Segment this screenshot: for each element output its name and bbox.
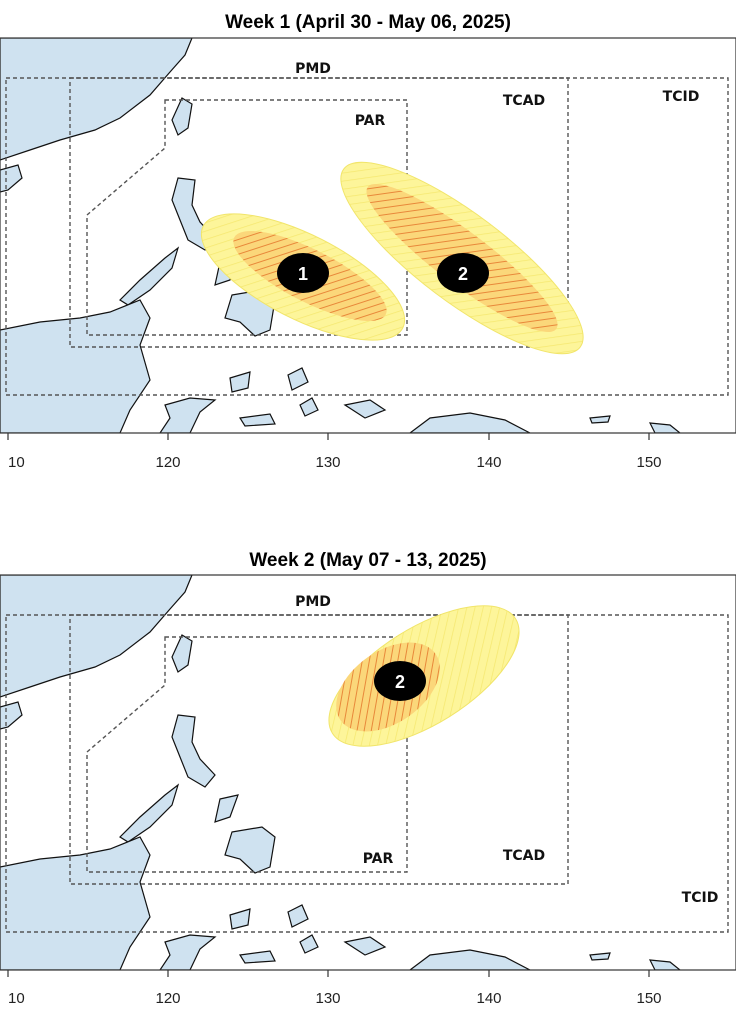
map-title: Week 1 (April 30 - May 06, 2025) <box>225 12 511 33</box>
region-label: TCAD <box>503 93 545 109</box>
x-tick-label: 130 <box>315 454 340 471</box>
x-tick-label: 140 <box>476 990 501 1007</box>
forecast-area: 1 <box>200 213 406 341</box>
region-label: PAR <box>355 113 386 129</box>
map-title: Week 2 (May 07 - 13, 2025) <box>249 550 486 571</box>
region-label: PMD <box>295 594 331 610</box>
x-tick-label: 140 <box>476 454 501 471</box>
x-tick-label: 120 <box>155 990 180 1007</box>
forecast-area: 2 <box>328 605 520 747</box>
region-label: TCID <box>663 89 700 105</box>
region-label: TCID <box>682 890 719 906</box>
map-week-1: Week 1 (April 30 - May 06, 2025) PMD PAR… <box>0 12 736 471</box>
area-label: 2 <box>458 264 468 284</box>
x-tick-label: 10 <box>8 454 25 471</box>
area-label: 1 <box>298 264 308 284</box>
region-label: PAR <box>363 851 394 867</box>
x-tick-label: 120 <box>155 454 180 471</box>
region-label: TCAD <box>503 848 545 864</box>
x-tick-label: 150 <box>636 990 661 1007</box>
x-tick-label: 10 <box>8 990 25 1007</box>
x-tick-label: 150 <box>636 454 661 471</box>
x-tick-label: 130 <box>315 990 340 1007</box>
forecast-area: 2 <box>340 161 584 355</box>
region-label: PMD <box>295 61 331 77</box>
map-week-2: Week 2 (May 07 - 13, 2025) PMD PAR TCAD … <box>0 550 736 1007</box>
area-label: 2 <box>395 672 405 692</box>
